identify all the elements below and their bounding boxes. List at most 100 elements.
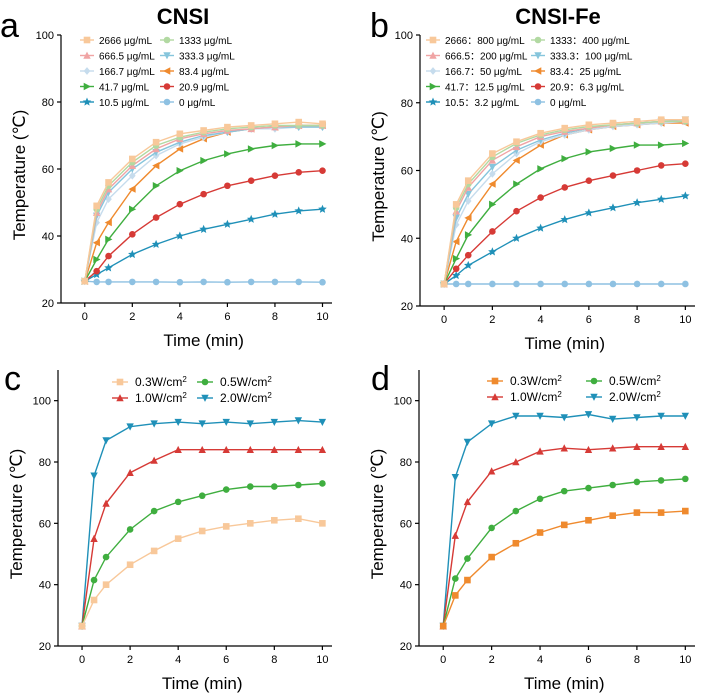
data-point — [657, 116, 665, 123]
data-point — [319, 167, 326, 174]
series-line — [84, 124, 323, 282]
y-tick-label: 40 — [401, 233, 413, 245]
series-line — [84, 124, 323, 282]
legend-label: 41.7 μg/mL — [99, 83, 150, 94]
data-point — [102, 499, 110, 507]
data-point — [224, 123, 231, 131]
y-tick-label: 20 — [39, 641, 51, 653]
y-tick-label: 40 — [39, 580, 51, 592]
chart-panel-c: c 20 40 60 80 100 0 2 4 6 8 10 Time (min) Temperature… — [4, 360, 332, 693]
data-point — [536, 223, 545, 232]
data-point — [512, 539, 520, 547]
data-point — [632, 198, 642, 207]
data-point — [150, 456, 158, 464]
legend-label: 2.0W/cm2 — [220, 391, 272, 406]
series-line — [443, 122, 686, 285]
x-tick-label: 10 — [679, 654, 691, 666]
data-point — [150, 420, 158, 428]
data-point — [681, 442, 690, 450]
legend-marker — [534, 83, 542, 90]
data-point — [295, 278, 303, 286]
data-point — [126, 468, 134, 477]
data-point — [200, 278, 207, 286]
data-point — [222, 445, 230, 454]
data-point — [176, 278, 184, 286]
series-line — [442, 413, 686, 627]
data-point — [78, 622, 86, 630]
data-point — [90, 534, 98, 542]
data-point — [561, 124, 569, 132]
y-tick-label: 80 — [400, 457, 412, 469]
series-line — [442, 446, 686, 627]
series-line — [84, 124, 323, 282]
data-point — [464, 190, 472, 199]
data-point — [585, 148, 593, 156]
data-point — [150, 507, 158, 515]
x-tick-label: 4 — [538, 314, 544, 326]
legend-marker — [590, 377, 598, 385]
data-point — [150, 547, 158, 555]
legend-marker — [83, 51, 91, 59]
legend-label: 2666 μg/mL — [99, 36, 152, 47]
data-point — [152, 182, 160, 190]
data-point — [584, 445, 593, 454]
data-point — [682, 160, 689, 168]
y-tick-label: 20 — [400, 641, 412, 653]
data-point — [452, 237, 460, 246]
data-point — [609, 280, 617, 288]
data-point — [512, 233, 521, 242]
legend-label: 166.7：50 μg/mL — [445, 67, 522, 78]
data-point — [633, 167, 641, 174]
x-tick-label: 10 — [679, 314, 691, 326]
legend-marker — [116, 378, 124, 386]
data-point — [105, 179, 112, 186]
legend-marker — [429, 67, 437, 75]
legend-marker — [82, 97, 92, 106]
data-point — [464, 197, 472, 205]
data-point — [682, 475, 689, 483]
data-point — [174, 445, 182, 454]
legend-marker — [534, 98, 542, 106]
x-tick-label: 6 — [224, 311, 230, 323]
legend-marker — [201, 394, 209, 402]
x-tick-label: 8 — [271, 654, 277, 666]
data-point — [176, 166, 184, 175]
legend-label: 2666：800 μg/mL — [445, 36, 525, 47]
data-point — [271, 172, 279, 179]
x-tick-label: 4 — [175, 654, 181, 666]
legend-marker — [201, 378, 209, 386]
data-point — [464, 177, 472, 184]
data-point — [105, 235, 113, 244]
data-point — [464, 214, 472, 222]
data-point — [451, 271, 461, 280]
data-point — [271, 483, 278, 490]
data-point — [682, 116, 689, 123]
data-point — [682, 139, 690, 148]
data-point — [609, 172, 617, 179]
data-point — [270, 209, 280, 218]
data-point — [152, 214, 160, 221]
data-point — [175, 231, 185, 240]
legend-marker — [428, 97, 438, 106]
data-point — [489, 228, 496, 235]
data-point — [513, 207, 520, 215]
data-point — [126, 526, 134, 533]
data-point — [222, 486, 230, 493]
data-point — [513, 180, 521, 188]
legend-marker — [491, 377, 499, 385]
data-point — [536, 495, 544, 503]
data-point — [271, 278, 279, 286]
legend-marker — [163, 83, 171, 90]
data-point — [104, 263, 113, 272]
data-point — [537, 194, 544, 201]
legend-label: 666.5 μg/mL — [99, 52, 155, 63]
data-point — [609, 144, 617, 153]
data-point — [585, 177, 593, 184]
data-point — [537, 280, 544, 288]
data-point — [105, 195, 112, 204]
data-point — [585, 516, 592, 524]
data-point — [488, 180, 496, 188]
legend-label: 0 μg/mL — [179, 98, 216, 109]
y-tick-label: 60 — [401, 166, 413, 178]
x-tick-label: 8 — [634, 654, 640, 666]
